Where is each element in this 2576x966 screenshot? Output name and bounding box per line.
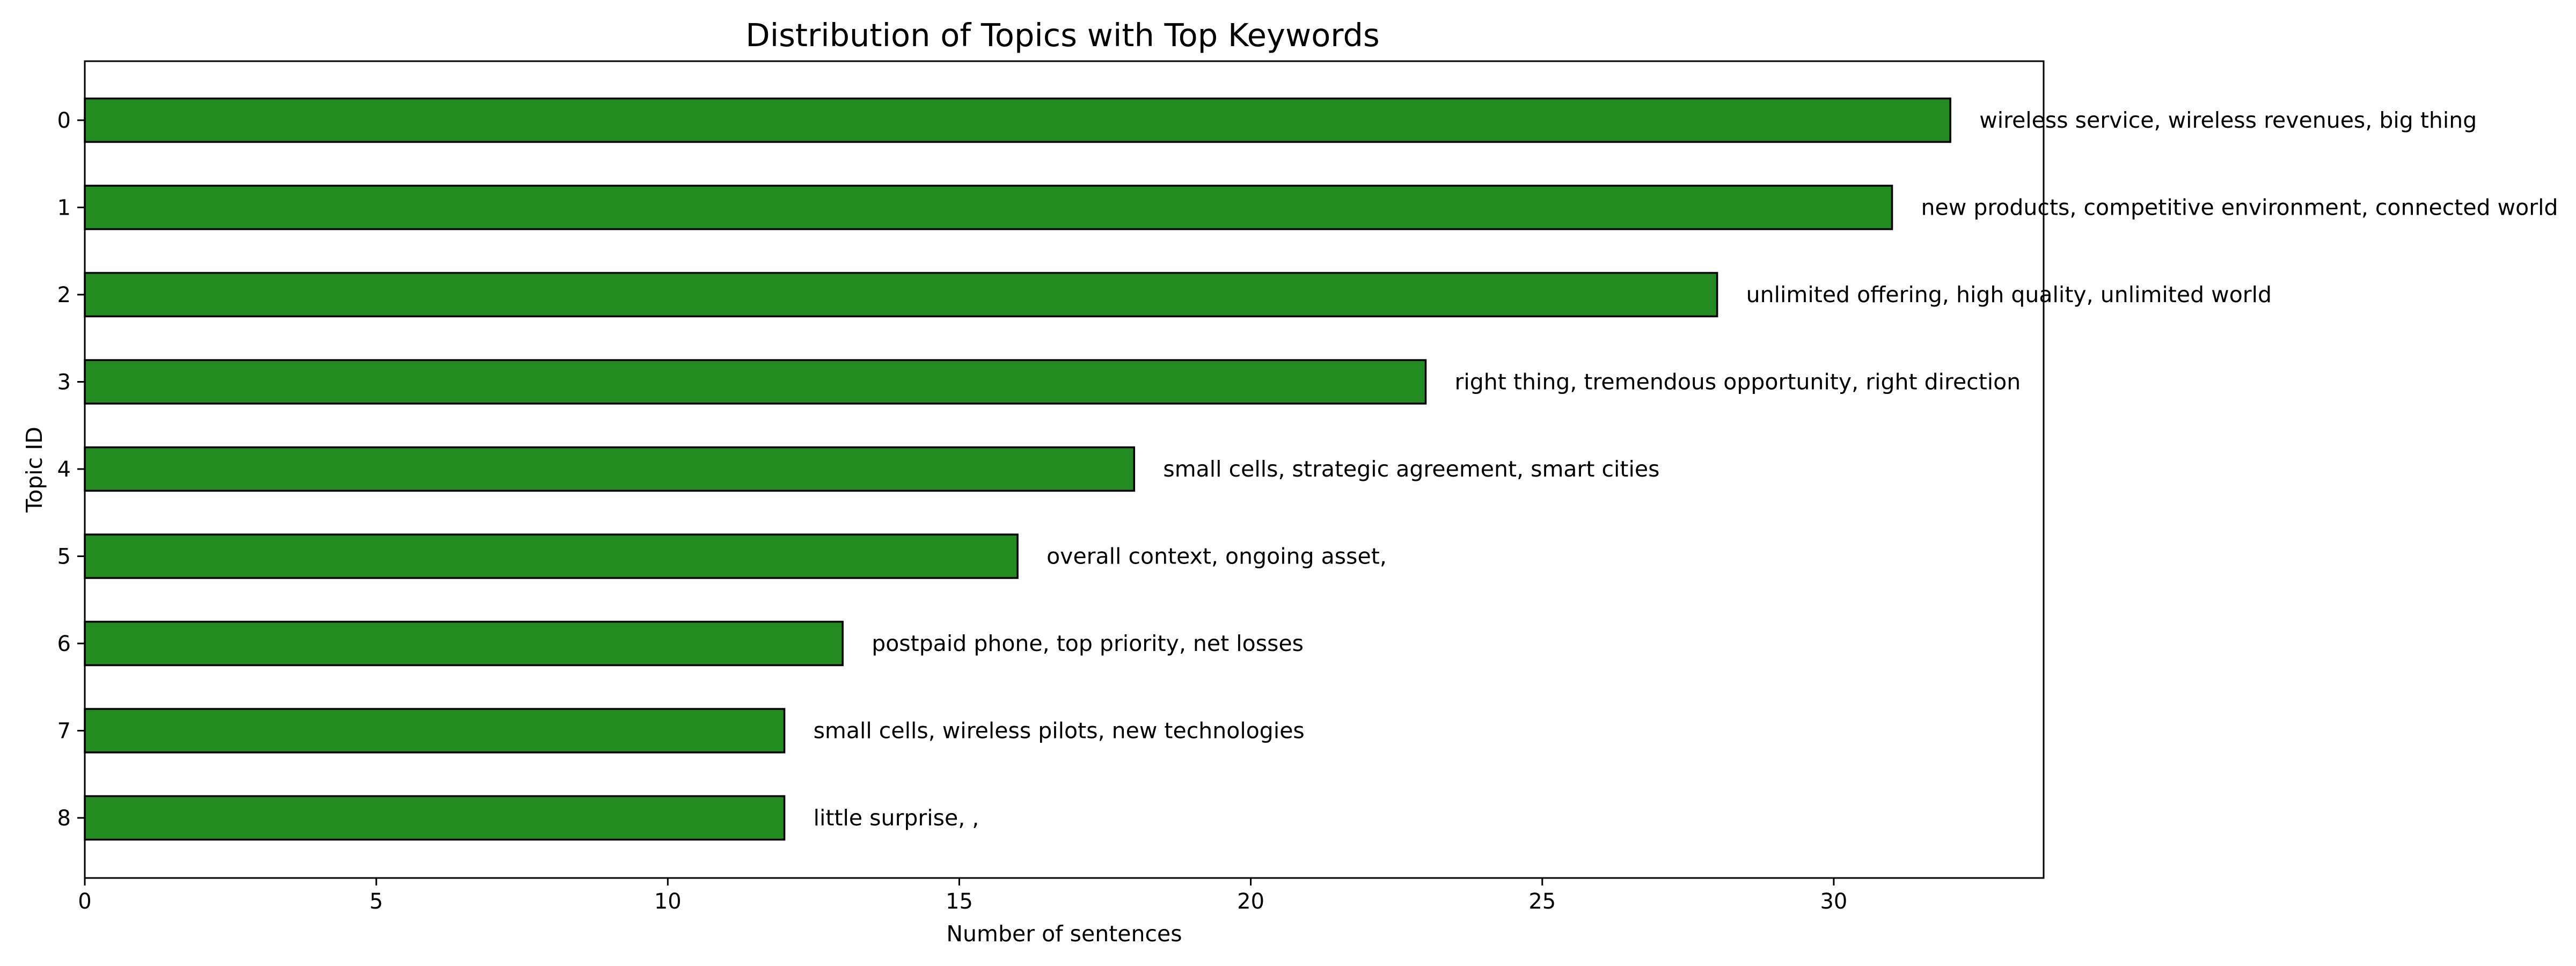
x-axis-ticks: 0 5 10 15 20 25 30: [78, 878, 1847, 914]
bar-label-topic-8: little surprise, ,: [814, 805, 979, 831]
bar-topic-2: [84, 272, 1718, 318]
y-tick-label: 4: [57, 457, 71, 482]
y-tick-label: 2: [57, 283, 71, 308]
bar-label-topic-3: right thing, tremendous opportunity, rig…: [1455, 369, 2021, 395]
y-tick-label: 7: [57, 719, 71, 744]
bars-layer: [84, 97, 1951, 841]
y-tick-label: 6: [57, 632, 71, 656]
bar-label-topic-4: small cells, strategic agreement, smart …: [1163, 456, 1659, 482]
chart-title: Distribution of Topics with Top Keywords: [745, 17, 1379, 54]
y-axis-ticks: 0 1 2 3 4 5 6 7 8: [57, 108, 85, 831]
x-tick-label: 25: [1528, 889, 1556, 914]
bar-topic-8: [84, 795, 786, 841]
bar-label-topic-1: new products, competitive environment, c…: [1921, 195, 2558, 221]
y-axis-label: Topic ID: [21, 427, 47, 513]
bar-topic-5: [84, 533, 1019, 579]
x-tick-label: 5: [369, 889, 383, 914]
bar-label-topic-2: unlimited offering, high quality, unlimi…: [1746, 282, 2272, 308]
bar-topic-7: [84, 708, 786, 753]
x-tick-label: 30: [1820, 889, 1847, 914]
x-tick-label: 10: [654, 889, 682, 914]
y-tick-label: 1: [57, 196, 71, 221]
y-tick-label: 3: [57, 370, 71, 395]
y-tick-label: 0: [57, 108, 71, 133]
bar-topic-1: [84, 185, 1893, 230]
bar-topic-0: [84, 97, 1951, 143]
bar-topic-4: [84, 446, 1136, 492]
x-tick-label: 20: [1237, 889, 1264, 914]
bar-label-topic-0: wireless service, wireless revenues, big…: [1979, 107, 2477, 133]
bar-annotations: wireless service, wireless revenues, big…: [814, 107, 2558, 831]
y-tick-label: 8: [57, 806, 71, 831]
bar-topic-6: [84, 620, 844, 667]
bar-label-topic-6: postpaid phone, top priority, net losses: [872, 631, 1304, 656]
x-tick-label: 0: [78, 889, 91, 914]
bar-topic-3: [84, 359, 1427, 405]
x-axis-label: Number of sentences: [946, 921, 1182, 947]
bar-label-topic-7: small cells, wireless pilots, new techno…: [814, 718, 1305, 744]
x-tick-label: 15: [946, 889, 973, 914]
y-tick-label: 5: [57, 545, 71, 569]
bar-label-topic-5: overall context, ongoing asset,: [1046, 544, 1387, 569]
